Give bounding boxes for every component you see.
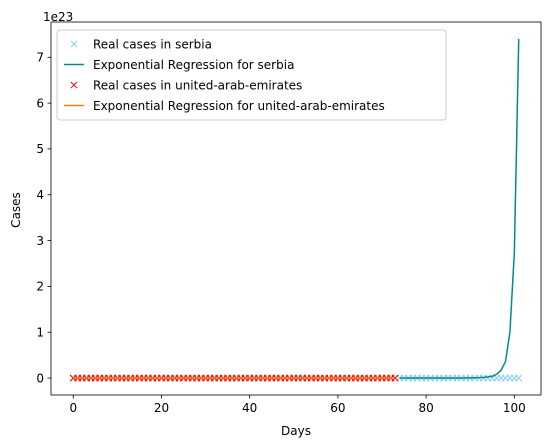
series-layer [69,38,523,382]
legend-marker [70,81,78,89]
x-tick-label: 40 [242,401,257,415]
data-point [391,374,399,382]
legend-label: Real cases in united-arab-emirates [93,79,302,93]
x-tick-label: 100 [503,401,526,415]
y-offset-text: 1e23 [43,10,73,24]
legend-label: Exponential Regression for serbia [93,58,294,72]
legend-marker [70,40,78,48]
y-tick-label: 4 [36,188,44,202]
legend-label: Exponential Regression for united-arab-e… [93,99,385,113]
y-tick-label: 7 [36,51,44,65]
y-tick-label: 6 [36,96,44,110]
legend: Real cases in serbia Exponential Regressi… [56,29,447,121]
y-axis-label: Cases [9,192,23,228]
y-tick-label: 2 [36,280,44,294]
data-point [515,374,523,382]
y-tick-label: 0 [36,371,44,385]
y-tick-label: 3 [36,234,44,248]
x-axis: 0 20 40 60 80 100 [69,395,526,415]
legend-box [56,29,447,121]
x-tick-label: 20 [154,401,169,415]
x-tick-label: 80 [418,401,433,415]
x-axis-label: Days [281,424,311,438]
axes-frame [50,21,542,396]
series-1-line [399,38,520,379]
y-axis: 0 1 2 3 4 5 6 7 [36,51,51,385]
legend-label: Real cases in serbia [93,38,212,52]
x-tick-label: 60 [330,401,345,415]
x-tick-label: 0 [69,401,77,415]
y-tick-label: 1 [36,326,44,340]
y-tick-label: 5 [36,142,44,156]
